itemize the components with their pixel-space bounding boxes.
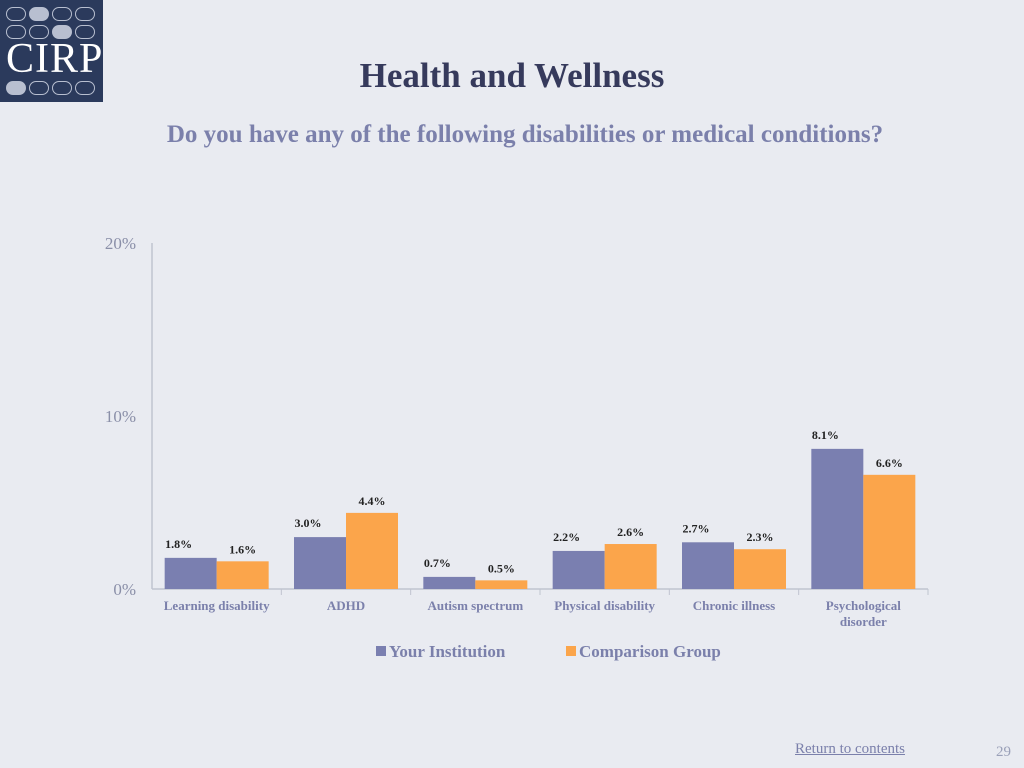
bar-your-institution	[811, 448, 864, 589]
x-tick-label: Learning disability	[164, 598, 270, 613]
data-label: 0.5%	[488, 561, 515, 575]
logo-pill	[52, 25, 72, 39]
logo-pill	[29, 25, 49, 39]
return-to-contents-link[interactable]: Return to contents	[795, 741, 905, 757]
bar-comparison-group	[216, 561, 269, 589]
bar-comparison-group	[475, 580, 528, 589]
logo-pill	[29, 7, 49, 21]
bar-your-institution	[294, 537, 346, 589]
x-tick-label: Psychological disorder	[826, 598, 901, 629]
y-tick-label: 20%	[105, 234, 136, 253]
bar-comparison-group	[346, 512, 398, 589]
logo-pill	[75, 7, 95, 21]
legend-label: Comparison Group	[579, 642, 721, 661]
data-label: 1.8%	[165, 537, 192, 551]
page-title: Health and Wellness	[359, 56, 665, 95]
data-label: 0.7%	[424, 556, 451, 570]
bar-your-institution	[552, 550, 605, 589]
data-label: 8.1%	[812, 428, 839, 442]
logo-pill	[6, 7, 26, 21]
data-label: 2.7%	[683, 521, 710, 535]
data-label: 2.3%	[747, 530, 774, 544]
logo-pill	[52, 7, 72, 21]
data-label: 3.0%	[295, 516, 322, 530]
logo-pill	[75, 25, 95, 39]
y-tick-label: 10%	[105, 407, 136, 426]
logo-pill	[6, 81, 26, 95]
x-tick-label: Autism spectrum	[427, 598, 523, 613]
logo-pill	[6, 25, 26, 39]
data-label: 2.2%	[553, 530, 580, 544]
logo-wordmark: CIRP	[6, 36, 104, 82]
page-number: 29	[996, 744, 1011, 760]
data-label: 4.4%	[359, 494, 386, 508]
legend-swatch	[566, 646, 576, 656]
x-tick-label: Chronic illness	[693, 598, 775, 613]
bar-your-institution	[164, 557, 217, 589]
bar-comparison-group	[604, 544, 657, 589]
data-label: 1.6%	[229, 542, 256, 556]
logo-pill	[52, 81, 72, 95]
bar-your-institution	[423, 576, 476, 589]
legend-swatch	[376, 646, 386, 656]
x-tick-label: ADHD	[327, 598, 365, 613]
page-subtitle: Do you have any of the following disabil…	[166, 121, 884, 148]
bar-comparison-group	[734, 549, 786, 589]
bar-your-institution	[682, 542, 734, 589]
y-tick-label: 0%	[113, 580, 136, 599]
logo-pill	[29, 81, 49, 95]
data-label: 2.6%	[617, 525, 644, 539]
data-label: 6.6%	[876, 456, 903, 470]
logo-pill	[75, 81, 95, 95]
bar-comparison-group	[863, 474, 916, 589]
cirp-logo: CIRP	[0, 0, 103, 102]
x-tick-label: Physical disability	[554, 598, 655, 613]
legend-label: Your Institution	[389, 642, 506, 661]
